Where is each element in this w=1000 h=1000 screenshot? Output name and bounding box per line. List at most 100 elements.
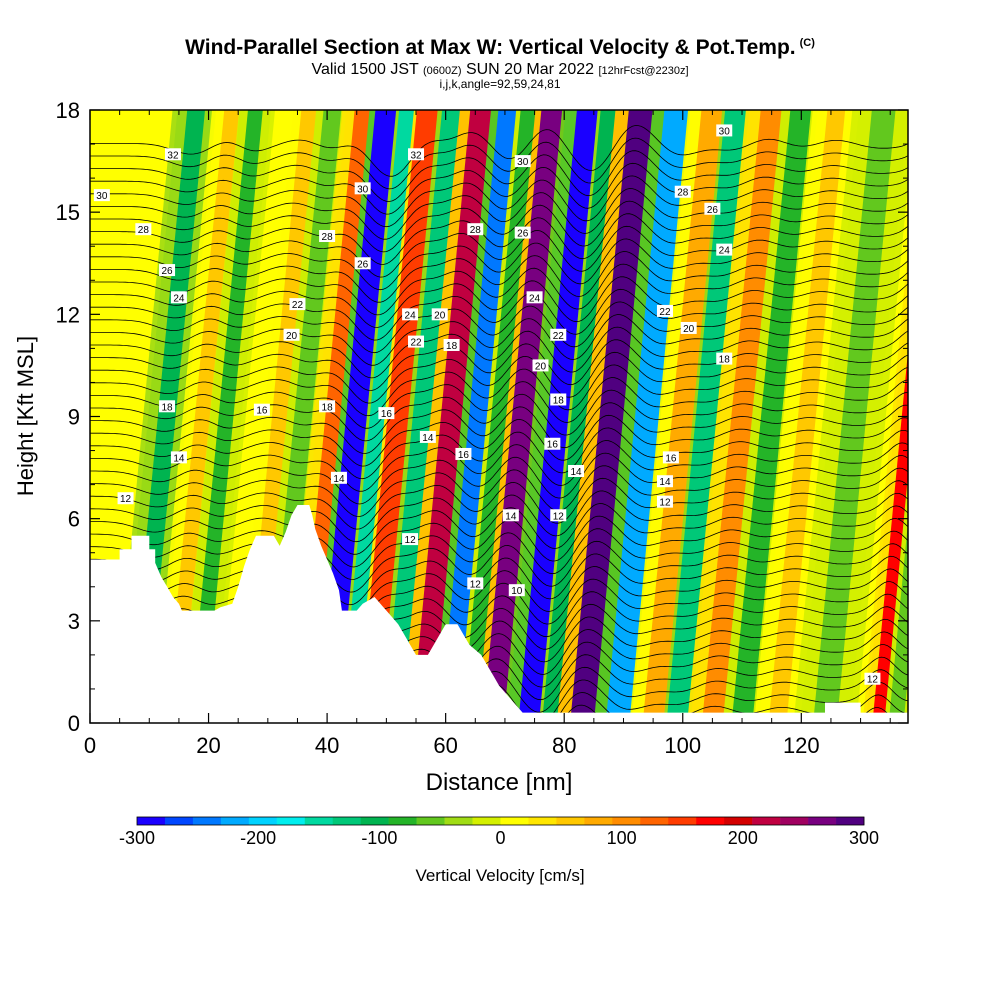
contour-label-text: 30	[517, 157, 529, 168]
colorbar-tick-label: 0	[495, 828, 505, 848]
colorbar-swatch	[416, 817, 445, 825]
isentrope-line	[90, 503, 908, 555]
contour-label: 24	[716, 243, 733, 257]
contour-label-text: 12	[470, 579, 482, 590]
colorbar-swatch	[360, 817, 389, 825]
contour-label-bg	[508, 584, 525, 597]
contour-label-text: 26	[357, 259, 369, 270]
contour-label: 16	[662, 451, 679, 464]
contour-label: 16	[455, 447, 472, 461]
contour-label-text: 12	[405, 535, 417, 546]
contour-label-bg	[402, 308, 419, 321]
contour-label: 18	[443, 338, 460, 352]
isentrope-line	[90, 288, 908, 341]
colorbar-swatch	[192, 817, 222, 825]
isentrope-line	[90, 276, 908, 328]
contour-label-bg	[514, 155, 531, 168]
contour-label-bg	[455, 447, 472, 460]
velocity-core	[340, 110, 414, 723]
contour-label-bg	[662, 451, 679, 464]
contour-label-text: 16	[256, 406, 268, 417]
contour-label: 22	[289, 298, 306, 311]
y-tick-label: 12	[56, 302, 80, 327]
isentrope-line	[90, 326, 908, 379]
contour-label: 14	[568, 464, 585, 478]
contour-label-text: 24	[529, 293, 541, 304]
contour-label: 32	[408, 148, 425, 161]
colorbar-swatch	[472, 817, 501, 825]
contour-label-text: 26	[161, 266, 173, 277]
contour-label-bg	[656, 495, 673, 508]
contour-label: 12	[550, 509, 567, 522]
contour-label-text: 16	[458, 450, 470, 461]
contour-label: 20	[283, 328, 300, 342]
contour-labels: 32 30 28 26 24 22 20 18 16 14 12 28 30 32 26 24 20 22 18 18…	[93, 124, 881, 686]
ground-strip	[90, 712, 908, 723]
colorbar-swatch	[640, 817, 669, 825]
y-tick-label: 0	[68, 711, 80, 736]
x-tick-label: 100	[664, 733, 701, 758]
colorbar-tick-label: 100	[607, 828, 637, 848]
isentrope-line	[90, 477, 908, 530]
contour-label: 12	[467, 577, 484, 590]
contour-label-text: 32	[410, 150, 422, 161]
contour-label: 12	[402, 533, 419, 546]
contour-label-bg	[319, 400, 336, 413]
colorbar-swatch	[388, 817, 417, 825]
velocity-core	[358, 110, 438, 723]
contour-label-bg	[378, 407, 395, 420]
colorbar-swatch	[696, 817, 725, 825]
contour-label: 26	[354, 257, 371, 270]
y-tick-label: 3	[68, 609, 80, 634]
isentrope-line	[90, 578, 908, 631]
contour-label: 24	[170, 291, 187, 304]
colorbar-swatch	[556, 817, 585, 825]
colorbar-tick-label: -300	[119, 828, 155, 848]
contour-label: 14	[419, 430, 436, 444]
contour-label: 30	[354, 182, 371, 195]
contour-label: 30	[716, 124, 733, 137]
isentrope-line	[90, 175, 908, 228]
colorbar-tick-label: -100	[361, 828, 397, 848]
velocity-core	[570, 110, 653, 723]
contour-label-bg	[289, 298, 306, 311]
isentrope-line	[90, 301, 908, 354]
contour-label-bg	[170, 291, 187, 304]
colorbar-swatch	[780, 817, 809, 825]
contour-label: 14	[656, 475, 673, 488]
contour-label-bg	[319, 230, 336, 243]
contour-label-text: 22	[659, 307, 671, 318]
isentrope-line	[90, 351, 908, 404]
contour-label-bg	[402, 533, 419, 546]
colorbar-tick-label: 300	[849, 828, 879, 848]
contour-label-text: 18	[719, 355, 731, 366]
contour-label-text: 14	[333, 474, 345, 485]
contour-label-bg	[526, 291, 543, 304]
contour-label-bg	[93, 189, 110, 202]
colorbar-swatch	[724, 817, 753, 825]
contour-label-bg	[704, 202, 721, 215]
contour-label-text: 30	[357, 184, 369, 195]
terrain-mask	[90, 505, 908, 723]
contour-label-text: 30	[719, 126, 731, 137]
contour-label: 20	[680, 321, 697, 335]
terrain-fill	[90, 505, 908, 723]
velocity-core	[482, 110, 563, 723]
contour-label-text: 10	[511, 586, 523, 597]
isentrope-line	[90, 515, 908, 568]
contour-label-text: 28	[138, 225, 150, 236]
isentrope-line	[90, 188, 908, 240]
contour-label-text: 12	[659, 498, 671, 509]
isentrope-line	[90, 225, 908, 278]
contour-label: 14	[330, 471, 347, 485]
contour-label: 16	[378, 407, 395, 420]
colorbar-tick-label: -200	[240, 828, 276, 848]
colorbar-swatch	[668, 817, 697, 825]
contour-label-bg	[532, 359, 549, 372]
isentrope-line	[90, 200, 908, 253]
contour-label-bg	[568, 464, 585, 477]
contour-label-text: 16	[665, 453, 677, 464]
isentrope-line	[90, 452, 908, 505]
contour-label: 22	[550, 328, 567, 342]
contour-label: 24	[526, 291, 543, 304]
